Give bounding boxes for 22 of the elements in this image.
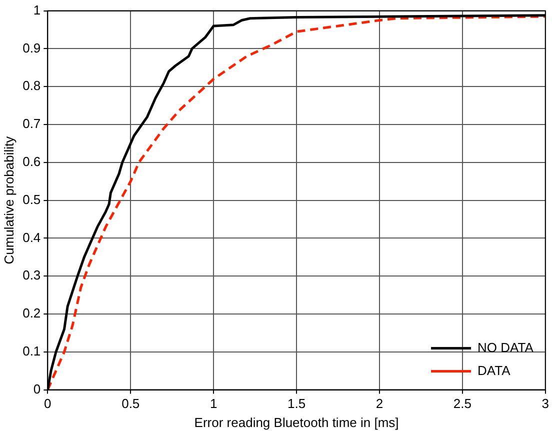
x-tick-label: 1.5 [287, 396, 306, 412]
y-tick-label: 0.4 [22, 230, 41, 245]
y-tick-label: 0.2 [22, 306, 41, 321]
y-axis-title: Cumulative probability [1, 136, 16, 264]
x-tick-label: 1 [210, 396, 218, 412]
y-tick-label: 1 [33, 2, 41, 18]
x-axis-title: Error reading Bluetooth time in [ms] [194, 414, 399, 430]
x-tick-label: 0.5 [122, 396, 140, 412]
x-tick-label: 3 [542, 396, 549, 412]
y-tick-label: 0.6 [22, 154, 41, 169]
legend-label: NO DATA [478, 340, 534, 355]
y-tick-label: 0.8 [22, 78, 41, 94]
y-tick-label: 0.1 [22, 343, 41, 358]
y-tick-label: 0.5 [22, 192, 41, 207]
y-tick-label: 0.9 [22, 40, 41, 56]
legend-label: DATA [478, 362, 511, 378]
x-tick-label: 2.5 [453, 396, 472, 412]
y-tick-label: 0.3 [22, 268, 41, 283]
x-tick-label: 2 [376, 396, 384, 412]
y-tick-label: 0 [33, 381, 41, 396]
x-tick-label: 0 [44, 396, 52, 412]
y-tick-label: 0.7 [22, 116, 41, 132]
